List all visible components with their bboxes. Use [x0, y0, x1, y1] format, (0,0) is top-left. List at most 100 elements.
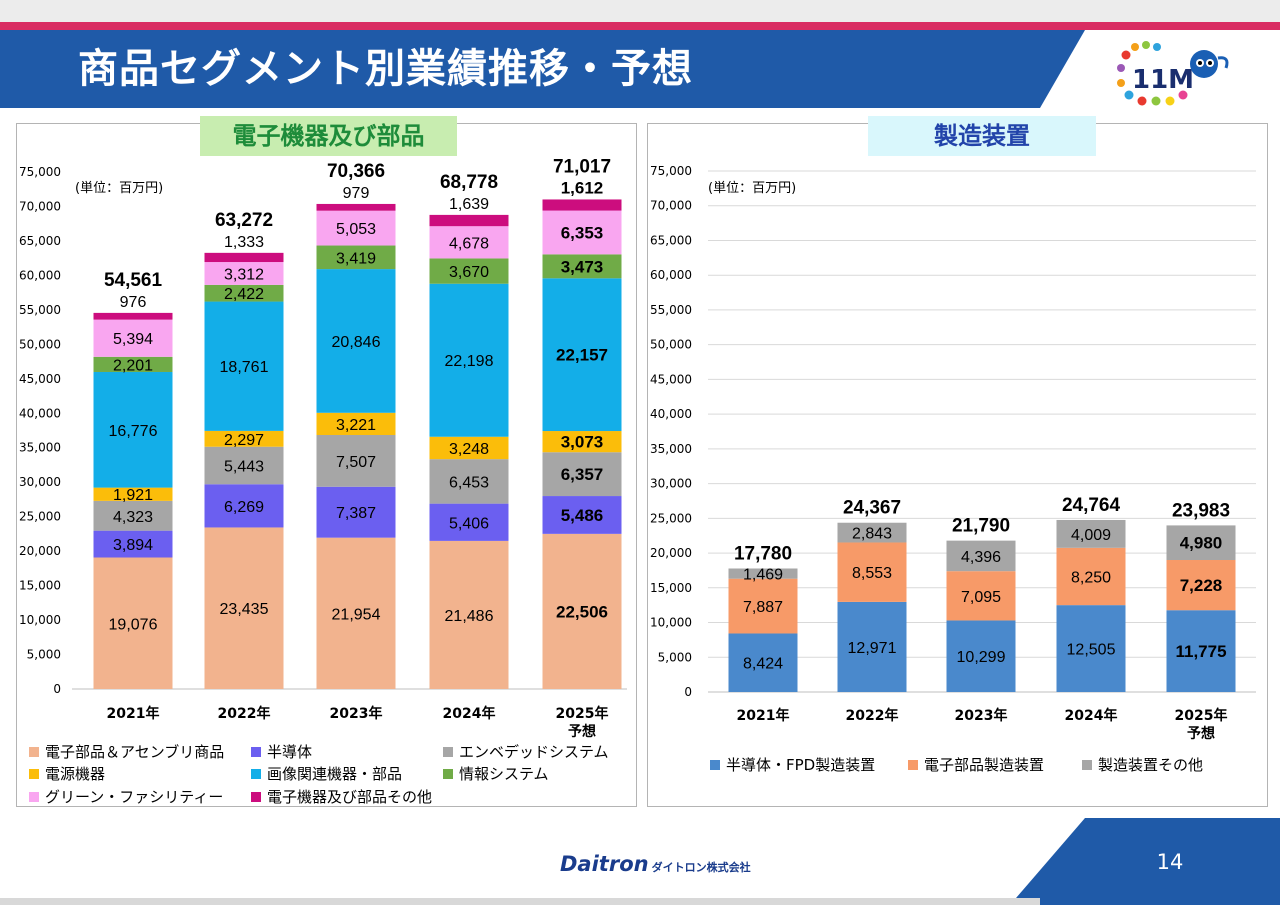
equipment-bar-segment — [1166, 525, 1236, 560]
equipment-legend-item: 電子部品製造装置 — [908, 754, 1044, 775]
electronics-bar-segment — [316, 486, 396, 538]
electronics-legend-item: 画像関連機器・部品 — [251, 763, 402, 784]
electronics-bar-segment — [204, 446, 284, 485]
electronics-category-label: 2025年 — [556, 705, 609, 722]
electronics-panel: 電子機器及び部品 (単位：百万円) 0 5,000 10,000 15,000 20,00… — [16, 116, 637, 807]
equipment-bar-segment — [946, 571, 1016, 621]
electronics-bar-segment — [542, 278, 622, 432]
electronics-legend-item: 電子部品＆アセンブリ商品 — [29, 741, 224, 762]
equipment-legend-item: 半導体・FPD製造装置 — [710, 754, 875, 775]
equipment-segment-label: 1,469 — [743, 567, 783, 584]
electronics-bar-segment — [542, 496, 622, 534]
electronics-y-tick-label: 20,000 — [19, 544, 61, 558]
electronics-bar-segment — [542, 210, 622, 255]
electronics-bar-segment — [93, 487, 173, 501]
electronics-segment-label: 6,353 — [561, 223, 604, 242]
electronics-segment-label: 7,507 — [336, 454, 376, 471]
equipment-category-label: 2025年 — [1175, 707, 1228, 724]
equipment-y-tick-label: 75,000 — [650, 164, 692, 178]
electronics-y-tick-label: 65,000 — [19, 234, 61, 248]
equipment-bar-segment — [946, 620, 1016, 692]
electronics-y-tick-label: 70,000 — [19, 199, 61, 213]
electronics-category-label: 2022年 — [218, 705, 271, 722]
electronics-segment-label: 22,198 — [445, 353, 494, 370]
electronics-y-tick-label: 5,000 — [27, 648, 61, 662]
equipment-segment-label: 10,299 — [957, 649, 1006, 666]
electronics-segment-label: 3,221 — [336, 417, 376, 434]
electronics-legend-item: 情報システム — [443, 763, 549, 784]
electronics-segment-label: 979 — [343, 185, 370, 202]
electronics-segment-label: 6,269 — [224, 499, 264, 516]
electronics-unit-label: (単位：百万円) — [75, 180, 163, 196]
electronics-bar-segment — [429, 283, 509, 437]
equipment-y-tick-label: 10,000 — [650, 616, 692, 630]
footer-band — [0, 818, 1280, 905]
electronics-y-tick-label: 35,000 — [19, 441, 61, 455]
equipment-segment-label: 4,980 — [1180, 534, 1223, 553]
electronics-segment-label: 4,323 — [113, 509, 153, 526]
equipment-unit-label: (単位：百万円) — [708, 180, 796, 196]
equipment-y-tick-label: 15,000 — [650, 581, 692, 595]
equipment-bar-segment — [837, 601, 907, 692]
equipment-total-label: 23,983 — [1172, 500, 1230, 521]
equipment-total-label: 17,780 — [734, 543, 792, 564]
electronics-bar-segment — [93, 557, 173, 689]
equipment-segment-label: 2,843 — [852, 526, 892, 543]
equipment-bar-segment — [1166, 610, 1236, 692]
electronics-bar-segment — [93, 371, 173, 488]
electronics-y-tick-label: 15,000 — [19, 579, 61, 593]
equipment-panel: 製造装置 (単位：百万円) 0 5,000 10,000 15,000 20,000 25,… — [647, 116, 1268, 807]
equipment-segment-label: 4,396 — [961, 549, 1001, 566]
electronics-bar-segment — [429, 503, 509, 541]
electronics-segment-label: 16,776 — [109, 423, 158, 440]
electronics-y-tick-label: 40,000 — [19, 406, 61, 420]
equipment-y-tick-label: 65,000 — [650, 233, 692, 247]
electronics-legend-item: 電子機器及び部品その他 — [251, 786, 432, 807]
electronics-legend-item: グリーン・ファシリティー — [29, 786, 223, 807]
electronics-y-tick-label: 55,000 — [19, 303, 61, 317]
electronics-bar-segment — [316, 434, 396, 487]
electronics-legend-swatch — [251, 791, 261, 802]
equipment-y-tick-label: 5,000 — [658, 650, 692, 664]
electronics-segment-label: 5,486 — [561, 506, 604, 525]
electronics-legend-label: グリーン・ファシリティー — [45, 788, 224, 806]
electronics-segment-label: 5,053 — [336, 221, 376, 238]
equipment-total-label: 24,367 — [843, 498, 901, 519]
electronics-bar-segment — [93, 312, 173, 320]
electronics-segment-label: 22,157 — [556, 346, 608, 365]
electronics-segment-label: 21,954 — [332, 606, 381, 623]
electronics-bar-segment — [204, 262, 284, 285]
electronics-bar-segment — [429, 258, 509, 284]
electronics-segment-label: 3,670 — [449, 264, 489, 281]
equipment-legend-label: 電子部品製造装置 — [924, 756, 1045, 774]
electronics-segment-label: 4,678 — [449, 235, 489, 252]
electronics-bar-segment — [542, 254, 622, 279]
electronics-bar-segment — [204, 252, 284, 263]
equipment-segment-label: 7,228 — [1180, 576, 1223, 595]
equipment-bar-segment — [1166, 559, 1236, 611]
equipment-segment-label: 11,775 — [1175, 642, 1226, 661]
equipment-bar-segment — [728, 633, 798, 692]
electronics-segment-label: 976 — [120, 294, 147, 311]
equipment-y-tick-label: 60,000 — [650, 268, 692, 282]
electronics-chart-title: 電子機器及び部品 — [200, 116, 457, 156]
company-logo: Daitron ダイトロン株式会社 — [560, 852, 751, 878]
electronics-bar-segment — [316, 537, 396, 689]
equipment-total-label: 24,764 — [1062, 495, 1121, 516]
electronics-segment-label: 6,357 — [561, 465, 604, 484]
electronics-bar-segment — [316, 203, 396, 211]
equipment-y-tick-label: 0 — [684, 685, 692, 699]
electronics-segment-label: 21,486 — [445, 608, 494, 625]
electronics-bar-segment — [542, 199, 622, 211]
equipment-y-tick-label: 25,000 — [650, 511, 692, 525]
header-title-bar — [0, 30, 1085, 108]
electronics-y-tick-label: 60,000 — [19, 268, 61, 282]
equipment-bar-segment — [728, 568, 798, 579]
equipment-stacked-bar-chart: (単位：百万円) 0 5,000 10,000 15,000 20,000 25,000 30… — [650, 164, 1256, 742]
electronics-category-label: 予想 — [568, 723, 596, 740]
electronics-legend-swatch — [251, 746, 261, 757]
electronics-bar-segment — [93, 530, 173, 558]
electronics-legend-label: 電子機器及び部品その他 — [267, 788, 433, 806]
electronics-bar-segment — [429, 214, 509, 227]
slide-title: 商品セグメント別業績推移・予想 — [78, 46, 693, 92]
